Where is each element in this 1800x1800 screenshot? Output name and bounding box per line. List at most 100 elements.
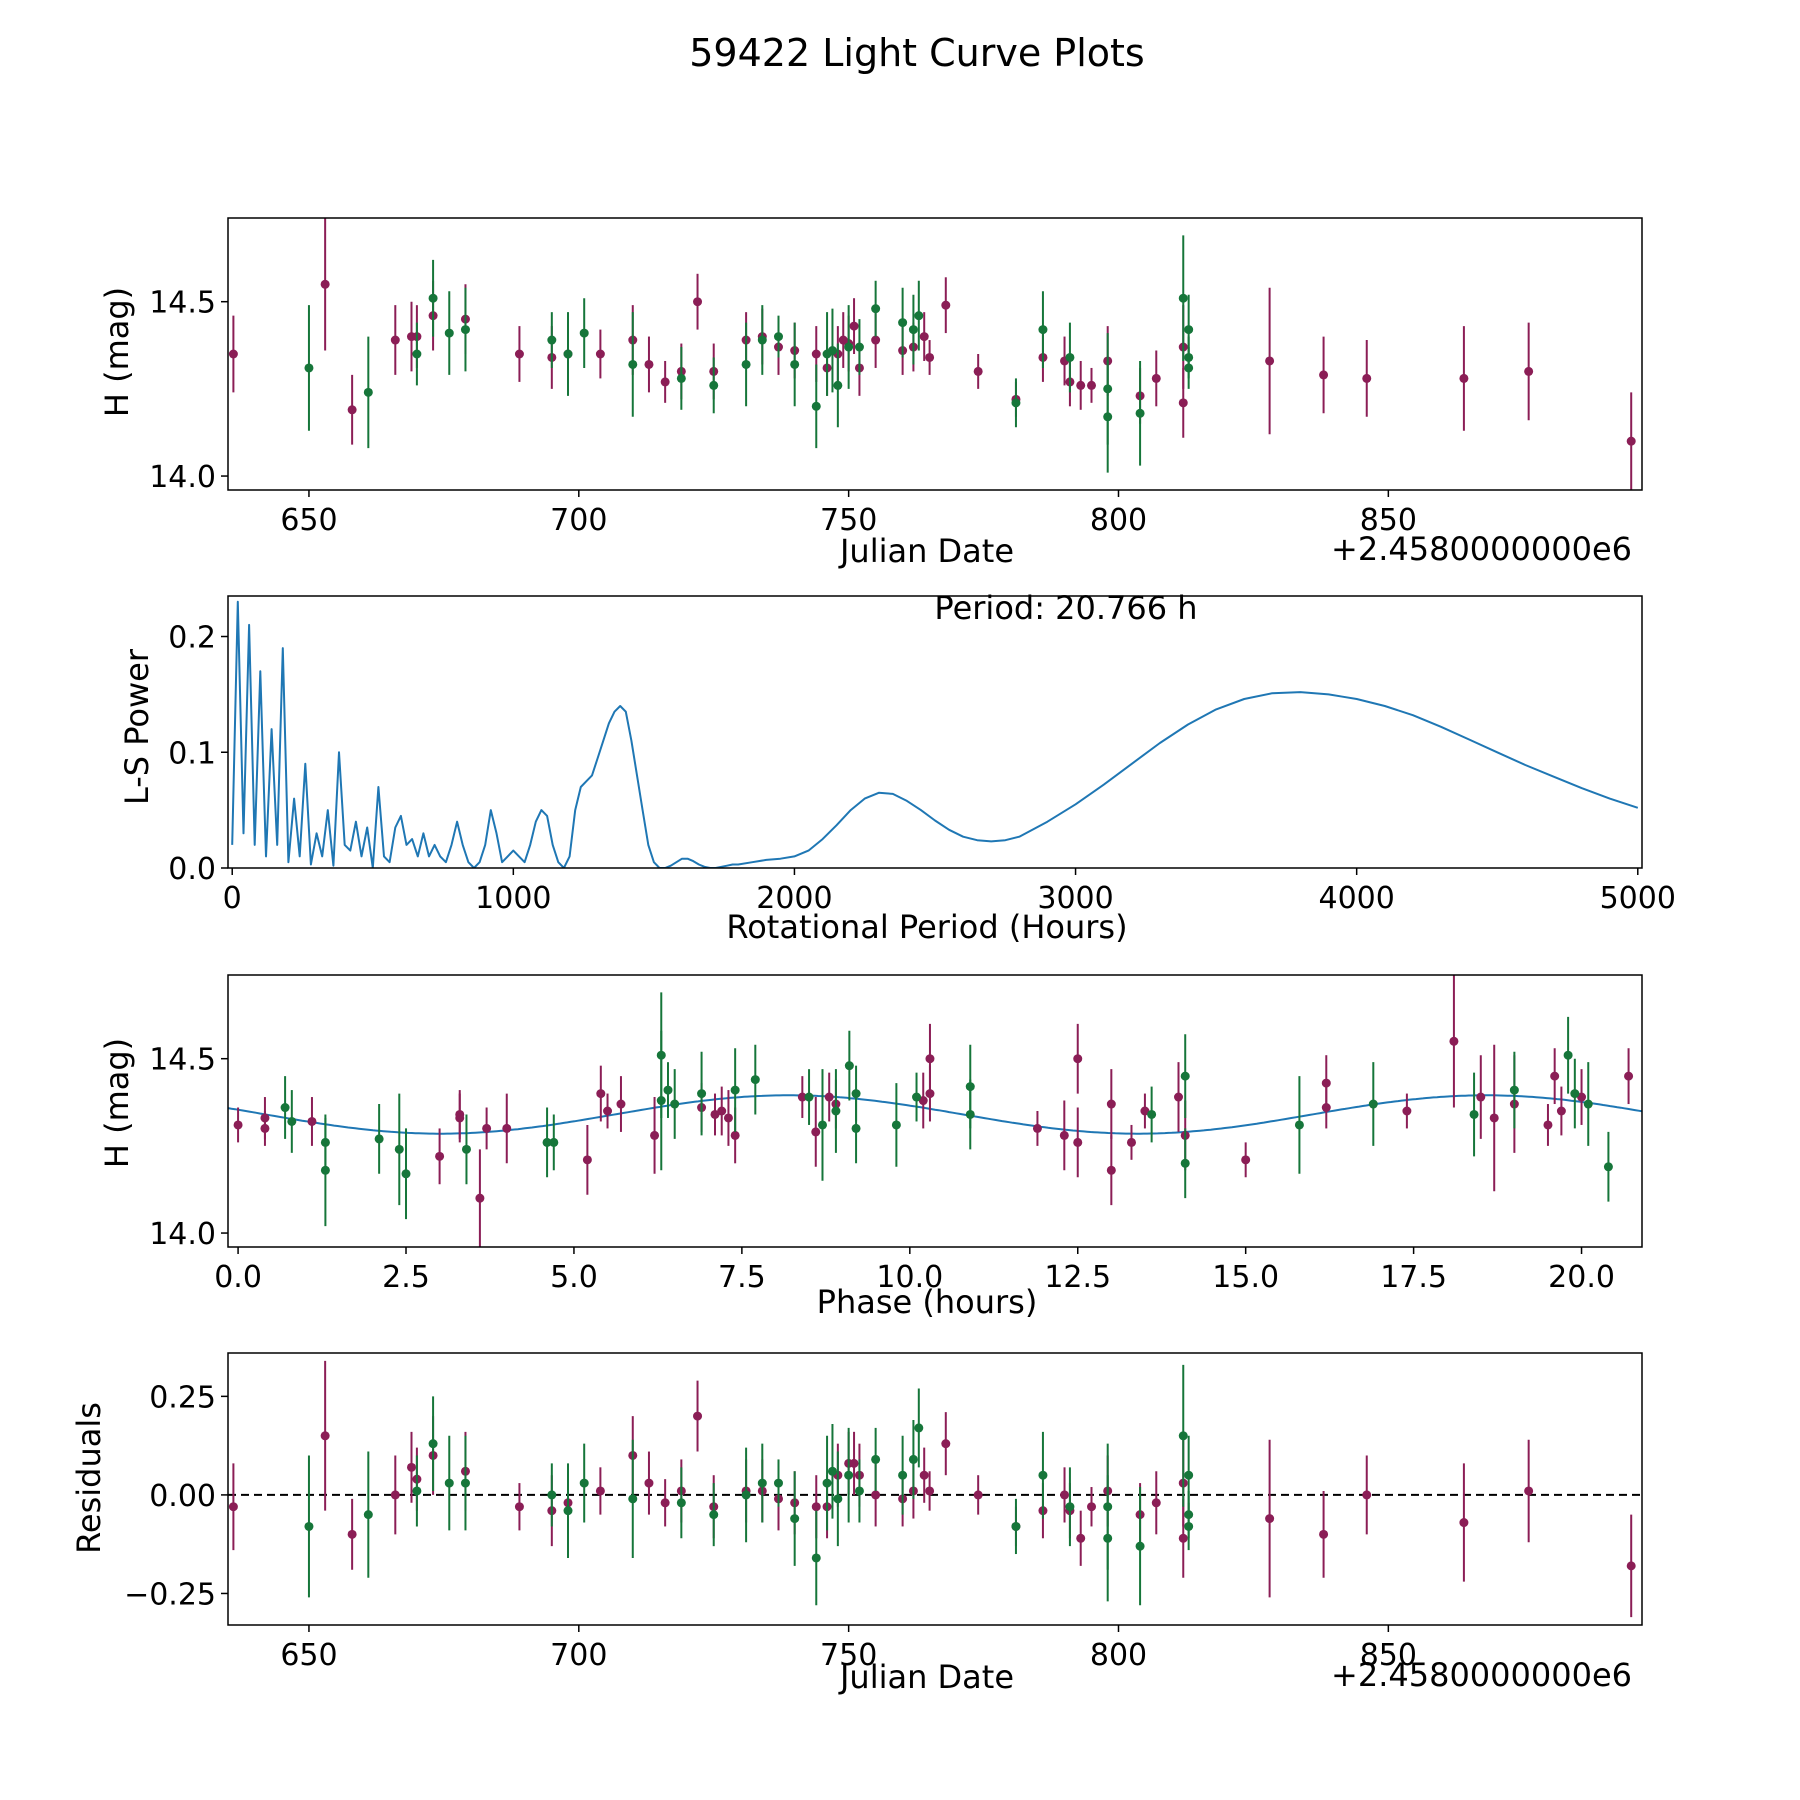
residuals-plot-area: 650 700 750 800 850 −0.25 0.00 0.25 <box>124 1352 1643 1673</box>
periodogram-axes-frame <box>227 595 1643 869</box>
residuals-point <box>811 1553 821 1563</box>
figure-title: 59422 Light Curve Plots <box>689 31 1144 75</box>
lightcurve-point <box>925 352 935 362</box>
phased-point <box>1174 1092 1184 1102</box>
lightcurve-point <box>1135 408 1145 418</box>
phased-point <box>831 1106 841 1116</box>
phased-point <box>656 1050 666 1060</box>
lightcurve-point <box>428 293 438 303</box>
lightcurve-xtick-label: 650 <box>280 503 337 538</box>
residuals-point <box>919 1470 929 1480</box>
phased-point <box>1368 1099 1378 1109</box>
phased-point <box>374 1134 384 1144</box>
phased-point <box>1624 1071 1634 1081</box>
phased-point <box>260 1123 270 1133</box>
residuals-point <box>827 1466 837 1476</box>
phased-point <box>542 1137 552 1147</box>
residuals-point <box>833 1494 843 1504</box>
lightcurve-point <box>1184 325 1194 335</box>
residuals-point <box>941 1439 951 1449</box>
residuals-point <box>444 1478 454 1488</box>
residuals-point <box>460 1478 470 1488</box>
phased-points <box>233 975 1634 1247</box>
panel-residuals: Residuals Julian Date +2.4580000000e6 <box>70 1402 1632 1696</box>
residuals-point <box>428 1439 438 1449</box>
phased-point <box>965 1109 975 1119</box>
phased-point <box>1180 1071 1190 1081</box>
periodogram-xlabel: Rotational Period (Hours) <box>726 908 1127 946</box>
lightcurve-point <box>790 359 800 369</box>
phased-point <box>918 1096 928 1106</box>
periodogram-xtick-label: 2000 <box>756 881 832 916</box>
residuals-point <box>973 1490 983 1500</box>
phased-point <box>1106 1099 1116 1109</box>
panel-phased: H (mag) Phase (hours) <box>98 1038 1037 1321</box>
phased-point <box>1032 1123 1042 1133</box>
lightcurve-point <box>644 359 654 369</box>
residuals-point <box>1178 1431 1188 1441</box>
phased-point <box>811 1127 821 1137</box>
phased-point <box>287 1116 297 1126</box>
lightcurve-point <box>757 335 767 345</box>
phased-point <box>320 1165 330 1175</box>
lightcurve-point <box>1065 352 1075 362</box>
residuals-point <box>1362 1490 1372 1500</box>
residuals-point <box>660 1498 670 1508</box>
residuals-axes-frame <box>227 1352 1643 1626</box>
residuals-ytick-label: 0.00 <box>149 1479 216 1514</box>
panel-lightcurve: H (mag) Julian Date +2.4580000000e6 <box>98 287 1632 570</box>
phased-xtick-label: 5.0 <box>550 1260 598 1295</box>
phased-point <box>1603 1162 1613 1172</box>
phased-xtick-label: 0.0 <box>214 1260 262 1295</box>
phased-point <box>1180 1158 1190 1168</box>
residuals-xtick-label: 650 <box>280 1638 337 1673</box>
phased-point <box>710 1109 720 1119</box>
phased-point <box>455 1109 465 1119</box>
phased-point <box>730 1085 740 1095</box>
phased-point <box>1489 1113 1499 1123</box>
residuals-point <box>1151 1498 1161 1508</box>
phased-point <box>461 1144 471 1154</box>
lightcurve-point <box>1178 398 1188 408</box>
residuals-point <box>908 1454 918 1464</box>
periodogram-xtick-label: 3000 <box>1037 881 1113 916</box>
residuals-point <box>871 1490 881 1500</box>
phased-point <box>1126 1137 1136 1147</box>
residuals-point <box>676 1498 686 1508</box>
residuals-point <box>693 1411 703 1421</box>
periodogram-xtick-label: 1000 <box>475 881 551 916</box>
phased-point <box>280 1103 290 1113</box>
phased-plot-area: 0.0 2.5 5.0 7.5 10.0 12.5 15.0 17.5 20.0 14.0 14.5 <box>149 974 1643 1295</box>
phased-point <box>1556 1106 1566 1116</box>
residuals-point <box>412 1486 422 1496</box>
periodogram-line-group <box>231 600 1639 868</box>
phased-point <box>891 1120 901 1130</box>
residuals-point <box>925 1486 935 1496</box>
lightcurve-point <box>833 380 843 390</box>
phased-point <box>1140 1106 1150 1116</box>
phased-xtick-label: 17.5 <box>1380 1260 1447 1295</box>
phased-point <box>1321 1078 1331 1088</box>
residuals-xtick-label: 800 <box>1090 1638 1147 1673</box>
residuals-point <box>822 1478 832 1488</box>
residuals-point <box>914 1423 924 1433</box>
lightcurve-point <box>941 300 951 310</box>
phased-point <box>797 1092 807 1102</box>
lightcurve-point <box>595 349 605 359</box>
phased-point <box>1570 1089 1580 1099</box>
phased-point <box>1476 1092 1486 1102</box>
residuals-point <box>1184 1470 1194 1480</box>
phased-point <box>925 1054 935 1064</box>
residuals-point <box>1178 1533 1188 1543</box>
phased-point <box>1550 1071 1560 1081</box>
residuals-point <box>1011 1521 1021 1531</box>
residuals-point <box>1459 1518 1469 1528</box>
phased-point <box>1583 1099 1593 1109</box>
lightcurve-ylabel: H (mag) <box>98 287 136 417</box>
phased-point <box>717 1106 727 1116</box>
residuals-ytick-label: −0.25 <box>124 1577 216 1612</box>
phased-point <box>401 1169 411 1179</box>
periodogram-xtick-label: 5000 <box>1600 881 1676 916</box>
phased-model-curve <box>228 1094 1642 1135</box>
lightcurve-point <box>579 328 589 338</box>
